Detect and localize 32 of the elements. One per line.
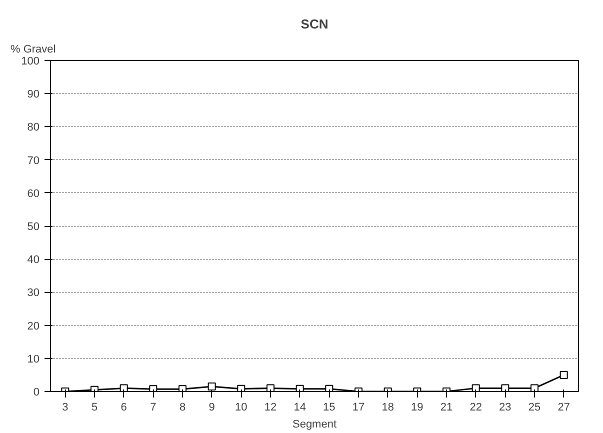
x-tick-label: 17	[352, 402, 365, 414]
x-tick-label: 14	[294, 402, 306, 414]
y-axis-title: % Gravel	[10, 44, 56, 56]
x-tick-label: 21	[440, 402, 453, 414]
x-tick-label: 18	[382, 402, 394, 414]
x-tick-label: 15	[323, 402, 336, 414]
x-tick-label: 5	[91, 402, 98, 414]
y-tick-label: 80	[27, 122, 40, 134]
x-tick-label: 12	[264, 402, 277, 414]
x-axis-title: Segment	[292, 418, 337, 430]
x-tick-label: 19	[411, 402, 424, 414]
y-tick-label: 100	[21, 56, 40, 68]
y-tick-label: 40	[27, 254, 40, 266]
y-tick-label: 10	[27, 353, 40, 366]
y-tick-label: 30	[27, 287, 40, 300]
x-tick-label: 6	[120, 402, 127, 414]
x-tick-label: 9	[208, 402, 215, 414]
y-tick-label: 50	[27, 221, 40, 233]
y-tick-label: 0	[33, 386, 40, 398]
x-tick-label: 10	[235, 402, 248, 414]
y-tick-label: 70	[27, 154, 40, 167]
y-tick-label: 20	[27, 320, 40, 332]
x-tick-label: 8	[179, 402, 186, 414]
chart-title: SCN	[300, 16, 328, 32]
y-tick-label: 60	[27, 188, 40, 200]
x-tick-label: 23	[499, 402, 512, 414]
x-tick-label: 3	[62, 402, 68, 414]
x-tick-label: 22	[470, 402, 482, 414]
x-tick-label: 7	[150, 402, 156, 414]
y-tick-label: 90	[27, 88, 40, 101]
x-tick-label: 27	[558, 402, 570, 414]
x-tick-label: 25	[528, 402, 541, 414]
